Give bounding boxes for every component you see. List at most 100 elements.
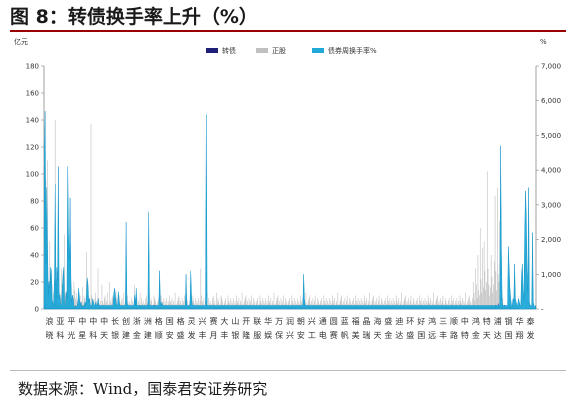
amt-bar bbox=[364, 300, 366, 309]
amt-bar bbox=[496, 290, 497, 309]
amt-bar bbox=[280, 298, 282, 309]
legend-label-vol: 转债 bbox=[222, 46, 236, 55]
amt-bar bbox=[349, 300, 351, 309]
amt-bar bbox=[488, 284, 490, 309]
amt-bar bbox=[74, 290, 75, 309]
amt-bar bbox=[221, 298, 223, 309]
amt-bar bbox=[460, 300, 462, 309]
title-rule bbox=[10, 30, 566, 32]
amt-bar bbox=[456, 298, 458, 309]
amt-bar bbox=[459, 295, 461, 309]
amt-bar bbox=[444, 298, 446, 309]
x-category-label-bottom: 国 bbox=[417, 331, 425, 340]
amt-bar bbox=[95, 292, 97, 309]
amt-bar bbox=[64, 234, 65, 309]
amt-bar bbox=[157, 300, 159, 309]
amt-bar bbox=[498, 282, 500, 309]
chart-legend: 转债 正股 债券周换手率% bbox=[206, 46, 377, 55]
amt-bar bbox=[483, 241, 485, 309]
amt-bar bbox=[419, 295, 420, 309]
x-category-label-top: 泰 bbox=[527, 316, 535, 326]
x-category-label-bottom: 特 bbox=[461, 330, 469, 340]
amt-bar bbox=[231, 300, 233, 309]
amt-bar bbox=[374, 300, 376, 309]
x-category-label-top: 晶 bbox=[363, 317, 371, 326]
category-labels: 浪亚平中中中长创浙洲格国格灵兴赛大山开联华万润朝兴通圆蓝福晶海盛迪环好鸿三顺中鸿… bbox=[45, 316, 534, 340]
amt-bar bbox=[381, 300, 383, 309]
amt-bar bbox=[381, 298, 382, 309]
amt-bar bbox=[110, 300, 111, 309]
amt-bar bbox=[373, 295, 374, 309]
y-left-tick-label: 40 bbox=[30, 252, 39, 260]
amt-bar bbox=[209, 300, 211, 309]
amt-bar bbox=[467, 300, 469, 309]
x-category-label-top: 福 bbox=[352, 317, 360, 326]
amt-bar bbox=[222, 300, 223, 309]
amt-bar bbox=[171, 298, 173, 309]
amt-bar bbox=[94, 298, 96, 309]
y-left-tick-label: 100 bbox=[26, 171, 39, 179]
amt-bar bbox=[61, 268, 62, 309]
amt-bar bbox=[145, 298, 146, 309]
y-left-unit-label: 亿元 bbox=[14, 37, 28, 46]
amt-bar bbox=[233, 298, 234, 309]
legend-label-turnover: 债券周换手率% bbox=[328, 46, 377, 55]
amt-bar bbox=[272, 300, 273, 309]
x-category-label-top: 亚 bbox=[56, 317, 64, 326]
amt-bar bbox=[257, 298, 258, 309]
amt-bar bbox=[261, 298, 263, 309]
amt-bar bbox=[451, 300, 453, 309]
amt-bar bbox=[486, 282, 487, 309]
amt-bar bbox=[492, 292, 494, 309]
amt-bar bbox=[150, 298, 152, 309]
amt-bar bbox=[154, 298, 156, 309]
amt-bar bbox=[470, 300, 472, 309]
y-left-tick-label: 0 bbox=[35, 306, 39, 314]
amt-bar bbox=[201, 295, 202, 309]
x-category-label-top: 中 bbox=[100, 316, 108, 326]
amt-bar bbox=[260, 300, 262, 309]
amt-bar bbox=[138, 300, 139, 309]
y-left-tick-label: 20 bbox=[30, 279, 39, 287]
amt-bar bbox=[203, 298, 205, 309]
y-left-tick-label: 180 bbox=[26, 63, 39, 71]
amt-bar bbox=[472, 298, 473, 309]
amt-bar bbox=[308, 298, 310, 309]
amt-bar bbox=[359, 300, 360, 309]
amt-bar bbox=[251, 295, 252, 309]
amt-bar bbox=[337, 292, 339, 309]
legend-label-amt: 正股 bbox=[272, 47, 286, 55]
amt-bar bbox=[169, 295, 170, 309]
amt-bar bbox=[332, 300, 334, 309]
x-category-label-top: 鸿 bbox=[428, 316, 436, 326]
amt-bar bbox=[499, 221, 501, 309]
y-left-tick-label: 160 bbox=[26, 90, 39, 98]
x-category-label-top: 格 bbox=[155, 316, 163, 326]
amt-bar bbox=[216, 292, 217, 309]
x-category-label-top: 浪 bbox=[45, 316, 53, 326]
amt-bar bbox=[352, 300, 353, 309]
y-right-unit-label: % bbox=[540, 38, 547, 46]
amt-bar bbox=[485, 290, 487, 309]
amt-bar bbox=[427, 295, 429, 309]
amt-bar bbox=[173, 300, 174, 309]
x-category-label-top: 特 bbox=[483, 316, 491, 326]
amt-bar bbox=[321, 298, 322, 309]
amt-bar bbox=[228, 300, 230, 309]
amt-bar bbox=[332, 295, 333, 309]
amt-bar bbox=[377, 300, 379, 309]
x-category-label-top: 中 bbox=[461, 316, 469, 326]
x-category-label-top: 赛 bbox=[209, 316, 217, 326]
amt-bar bbox=[300, 300, 302, 309]
amt-bar bbox=[240, 300, 241, 309]
amt-bar bbox=[472, 282, 474, 309]
amt-bar bbox=[478, 290, 480, 309]
amt-bar bbox=[482, 248, 483, 309]
amt-bar bbox=[254, 300, 255, 309]
amt-bar bbox=[408, 298, 409, 309]
y-right-tick-label: 1,000 bbox=[541, 271, 561, 279]
amt-bar bbox=[259, 295, 261, 309]
amt-bar bbox=[416, 298, 418, 309]
amt-bar bbox=[362, 300, 364, 309]
amt-bar bbox=[199, 300, 201, 309]
